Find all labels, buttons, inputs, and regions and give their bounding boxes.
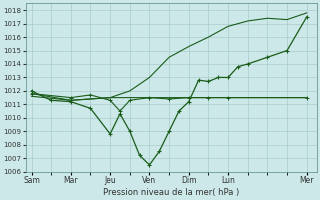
X-axis label: Pression niveau de la mer( hPa ): Pression niveau de la mer( hPa ) xyxy=(103,188,239,197)
